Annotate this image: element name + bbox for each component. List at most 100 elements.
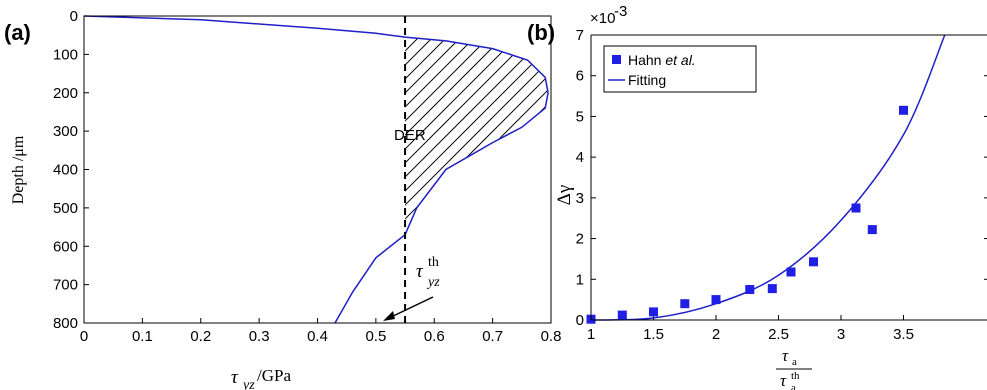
y-tick-label: 100 <box>53 46 78 63</box>
panel-b-x-axis-label: τ a τ a th <box>776 346 812 390</box>
x-label-denominator-sub: a <box>791 382 796 390</box>
threshold-arrow <box>388 296 434 319</box>
y-tick-label: 200 <box>53 85 78 102</box>
hatch-line <box>405 37 406 235</box>
y-tick-label: 6 <box>576 68 584 85</box>
legend-box <box>603 45 757 93</box>
x-label-unit: /GPa <box>257 366 291 385</box>
data-point <box>617 310 627 320</box>
x-tick-label: 0 <box>80 328 88 345</box>
y-tick-label: 500 <box>53 200 78 217</box>
threshold-symbol: τ <box>416 261 424 282</box>
hatch-line <box>405 37 476 235</box>
y-tick-label: 5 <box>576 108 584 125</box>
der-hatch-lines <box>405 23 987 323</box>
hatch-line <box>405 37 518 235</box>
x-label-denominator-sup: th <box>791 370 800 382</box>
hatch-line <box>777 23 987 323</box>
y-tick-label: 0 <box>576 312 584 329</box>
data-point <box>899 105 908 115</box>
hatch-line <box>763 23 987 323</box>
data-point <box>711 295 721 305</box>
x-label-denominator: τ <box>780 371 787 390</box>
hatch-line <box>405 37 549 235</box>
y-tick-label: 300 <box>53 123 78 140</box>
y-tick-label: 7 <box>576 27 584 44</box>
der-region-label: DER <box>394 127 426 144</box>
hatch-line <box>819 23 987 323</box>
hatch-line <box>405 37 549 235</box>
hatch-line <box>405 37 546 235</box>
hatch-line <box>405 37 420 235</box>
threshold-sub: yz <box>426 275 440 290</box>
x-tick-label: 1.5 <box>643 326 664 343</box>
y-tick-label: 400 <box>53 162 78 179</box>
x-tick-label: 0.6 <box>424 328 445 345</box>
data-point <box>745 285 755 294</box>
x-label-tau: τ <box>231 367 239 388</box>
data-point <box>809 257 818 267</box>
hatch-line <box>791 23 987 323</box>
x-tick-label: 0.4 <box>307 328 328 345</box>
y-tick-label: 600 <box>53 238 78 255</box>
panel-a-ticks: 0 0.1 0.2 0.3 0.4 0.5 0.6 0.7 0.8 0 100 200 300 400 50… <box>53 8 561 345</box>
hatch-line <box>405 37 549 235</box>
x-label-numerator: τ <box>782 346 789 365</box>
x-tick-label: 2.5 <box>768 326 789 343</box>
x-tick-label: 3.5 <box>893 326 914 343</box>
legend: Hahn et al. Fitting <box>603 45 757 93</box>
threshold-annotation: τ th yz <box>383 255 440 321</box>
data-point <box>680 299 690 309</box>
legend-hahn-plain: Hahn <box>628 52 665 68</box>
data-point <box>851 203 861 213</box>
x-tick-label: 0.8 <box>541 328 562 345</box>
panel-a: (a) 0 0.1 0.2 0.3 0.4 0.5 0.6 0.7 0.8 0 100 200 300 4… <box>4 8 987 390</box>
legend-hahn-italic: et al. <box>665 52 695 68</box>
hatch-line <box>833 23 987 323</box>
hatch-line <box>405 37 549 235</box>
y-tick-label: 1 <box>576 271 584 288</box>
hatch-line <box>903 23 987 323</box>
hatch-line <box>861 23 987 323</box>
hatch-line <box>405 37 504 235</box>
panel-b-y-axis-label: Δγ <box>554 185 575 206</box>
hatch-line <box>875 23 987 323</box>
hatch-line <box>405 37 448 235</box>
x-label-numerator-sub: a <box>792 356 797 368</box>
y-tick-label: 700 <box>53 277 78 294</box>
panel-a-axes-box <box>83 15 552 324</box>
hatch-line <box>405 37 549 235</box>
x-tick-label: 0.3 <box>249 328 270 345</box>
x-tick-label: 0.7 <box>482 328 503 345</box>
fitting-curve <box>590 34 946 321</box>
hatch-line <box>889 23 987 323</box>
hatch-line <box>721 23 987 323</box>
x-tick-label: 0.2 <box>190 328 211 345</box>
x-tick-label: 2 <box>712 326 720 343</box>
hatch-line <box>805 23 987 323</box>
threshold-sup: th <box>428 255 439 270</box>
panel-b-label: (b) <box>527 20 555 45</box>
y-tick-label: 800 <box>53 315 78 332</box>
hatch-line <box>405 37 490 235</box>
data-point <box>767 284 777 294</box>
panel-a-y-axis-label: Depth /μm <box>10 135 27 204</box>
y-exponent-power: -3 <box>614 3 627 20</box>
hatch-line <box>749 23 987 323</box>
y-tick-label: 0 <box>70 8 78 25</box>
hatch-group <box>405 23 987 323</box>
x-tick-label: 0.5 <box>365 328 386 345</box>
data-point <box>867 225 877 235</box>
x-tick-label: 0.1 <box>132 328 153 345</box>
x-tick-label: 1 <box>587 326 595 343</box>
stress-depth-curve <box>83 15 549 324</box>
data-point <box>649 307 658 317</box>
hatch-line <box>405 37 532 235</box>
y-tick-label: 3 <box>576 190 584 207</box>
legend-marker-square <box>612 55 621 64</box>
panel-a-label: (a) <box>4 20 31 45</box>
data-point <box>786 267 796 277</box>
